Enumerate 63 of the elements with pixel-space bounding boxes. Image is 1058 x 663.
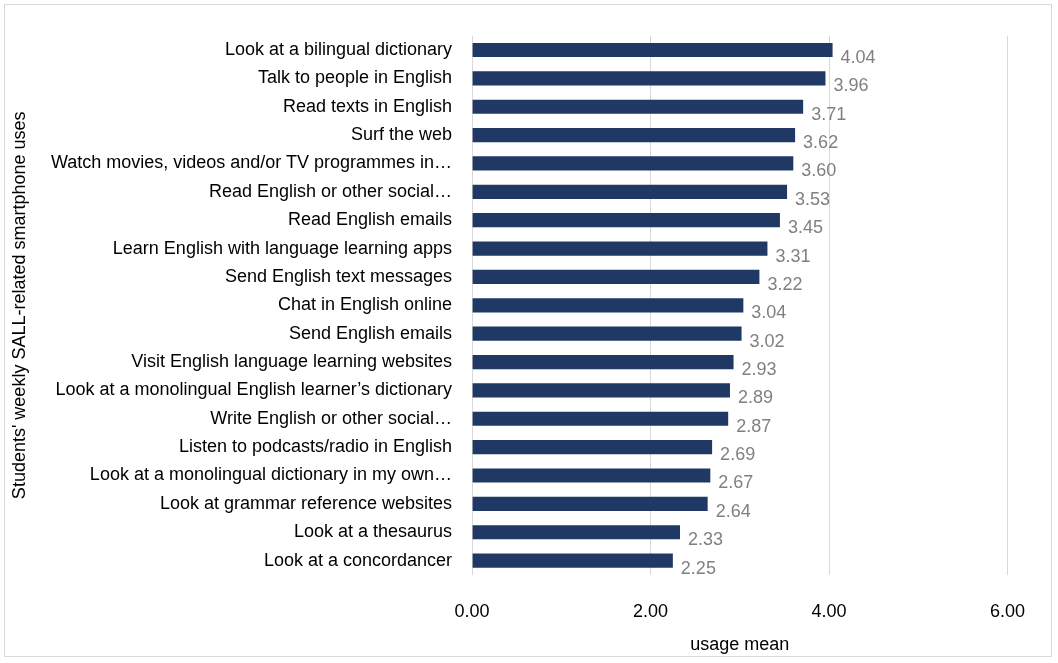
bar — [472, 354, 734, 370]
data-label: 3.96 — [833, 75, 869, 96]
y-tick-label: Watch movies, videos and/or TV programmes in… — [50, 152, 453, 173]
data-label: 3.02 — [749, 330, 785, 351]
y-tick-label: Talk to people in English — [257, 67, 453, 88]
y-tick-label: Read English or other social… — [208, 180, 453, 201]
data-label: 3.31 — [775, 245, 811, 266]
bar — [472, 269, 760, 285]
y-tick-label: Look at grammar reference websites — [159, 492, 453, 513]
bar — [472, 326, 742, 341]
y-tick-label: Look at a bilingual dictionary — [224, 38, 453, 59]
data-label: 4.04 — [840, 46, 876, 67]
data-label: 3.04 — [751, 302, 787, 323]
y-tick-label: Surf the web — [351, 124, 453, 145]
data-label: 2.67 — [718, 472, 754, 493]
data-label: 3.71 — [811, 103, 847, 124]
bar — [472, 525, 680, 540]
bar — [472, 99, 804, 114]
x-axis-title: usage mean — [690, 634, 790, 655]
y-tick-label: Look at a concordancer — [263, 549, 453, 570]
x-tick-label: 4.00 — [811, 600, 847, 621]
data-label: 3.22 — [767, 273, 803, 294]
y-tick-label: Listen to podcasts/radio in English — [178, 436, 453, 457]
data-label: 2.89 — [737, 387, 774, 408]
bar — [472, 496, 708, 511]
data-label: 2.69 — [720, 444, 756, 465]
y-tick-label: Read texts in English — [282, 95, 453, 116]
bar — [472, 184, 788, 199]
x-tick-label: 6.00 — [989, 600, 1026, 621]
y-tick-label: Read English emails — [287, 209, 453, 230]
data-label: 2.93 — [741, 359, 777, 380]
y-tick-label: Look at a monolingual English learner’s dictionary — [55, 379, 453, 400]
bar — [472, 213, 780, 228]
y-tick-label: Send English emails — [288, 322, 453, 343]
data-label: 3.53 — [795, 188, 831, 209]
data-label: 2.64 — [715, 500, 751, 521]
y-tick-label: Look at a thesaurus — [293, 521, 453, 542]
bar — [472, 383, 730, 398]
y-tick-label: Learn English with language learning apps — [112, 237, 453, 258]
data-label: 3.60 — [801, 160, 837, 181]
data-label: 2.87 — [736, 415, 772, 436]
y-axis-title: Students' weekly SALL-related smartphone uses — [8, 111, 29, 500]
bar — [472, 440, 713, 455]
x-tick-label: 2.00 — [633, 600, 669, 621]
bar — [472, 241, 768, 256]
bar — [472, 42, 833, 58]
bar — [472, 71, 826, 86]
data-label: 2.33 — [687, 529, 724, 550]
bar — [472, 298, 744, 313]
bar — [472, 128, 796, 143]
y-tick-label: Look at a monolingual dictionary in my own… — [89, 464, 453, 485]
data-label: 2.25 — [680, 557, 716, 578]
y-tick-label: Send English text messages — [224, 265, 453, 286]
bar — [472, 156, 794, 171]
bar — [472, 553, 673, 568]
x-tick-label: 0.00 — [454, 600, 490, 621]
y-tick-label: Write English or other social… — [210, 407, 453, 428]
y-tick-label: Chat in English online — [277, 294, 453, 315]
data-label: 3.45 — [787, 217, 823, 238]
bar — [472, 468, 711, 483]
bar — [472, 411, 729, 426]
data-label: 3.62 — [803, 132, 839, 153]
y-tick-label: Visit English language learning websites — [131, 351, 453, 372]
